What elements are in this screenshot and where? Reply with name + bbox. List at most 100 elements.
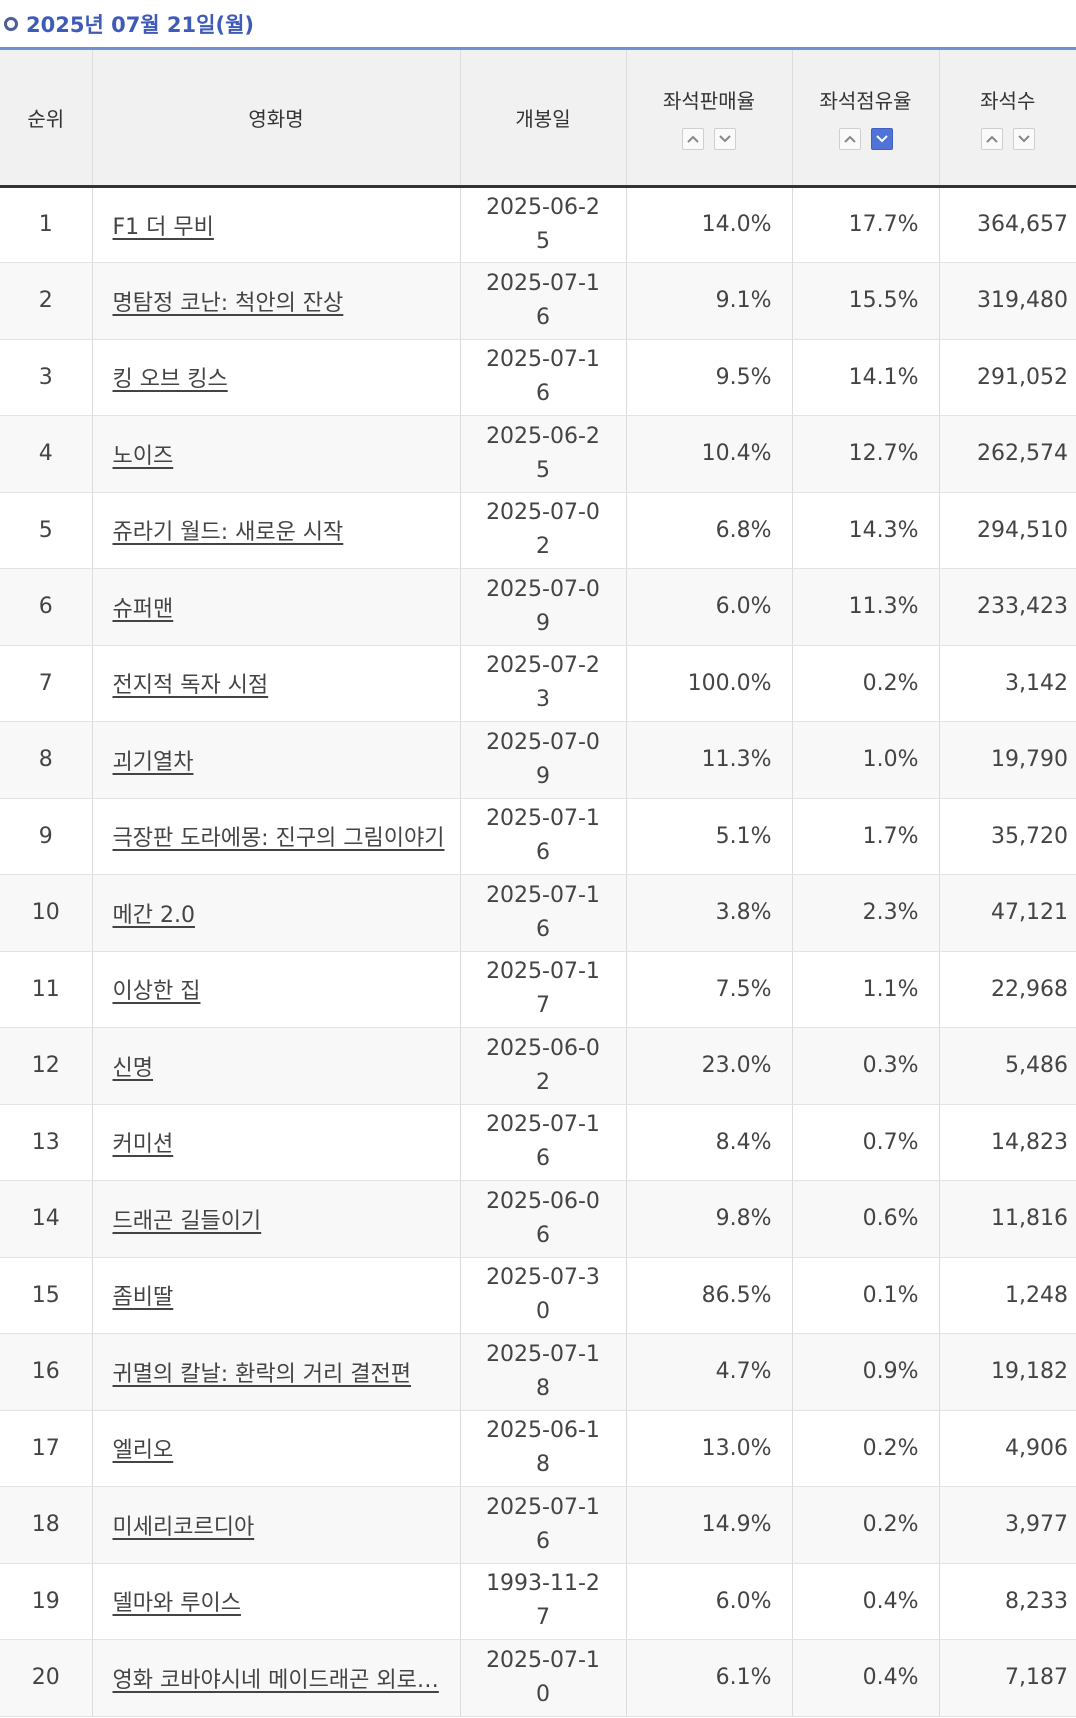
table-row: 15 좀비딸 2025-07-30 86.5% 0.1% 1,248 bbox=[0, 1257, 1076, 1334]
seats-cell: 19,182 bbox=[939, 1333, 1076, 1411]
sales-rate-cell: 6.0% bbox=[626, 568, 793, 646]
share-cell: 1.0% bbox=[792, 721, 940, 799]
movie-title-link[interactable]: 드래곤 길들이기 bbox=[112, 1208, 262, 1234]
rank-cell: 7 bbox=[0, 645, 93, 722]
title-cell: 극장판 도라에몽: 진구의 그림이야기 bbox=[92, 798, 461, 875]
chevron-down-icon bbox=[719, 135, 731, 143]
seats-cell: 262,574 bbox=[939, 415, 1076, 493]
movie-title-link[interactable]: 전지적 독자 시점 bbox=[112, 673, 269, 699]
release-date-cell: 2025-07-16 bbox=[460, 1486, 627, 1564]
release-date-cell: 2025-06-25 bbox=[460, 186, 627, 263]
release-date-cell: 2025-07-23 bbox=[460, 645, 627, 722]
chevron-up-icon bbox=[687, 135, 699, 143]
sales-rate-cell: 13.0% bbox=[626, 1410, 793, 1487]
rank-cell: 5 bbox=[0, 492, 93, 569]
movie-title-link[interactable]: 델마와 루이스 bbox=[112, 1591, 241, 1617]
title-cell: 슈퍼맨 bbox=[92, 568, 461, 646]
chevron-down-icon bbox=[1018, 135, 1030, 143]
title-cell: 메간 2.0 bbox=[92, 874, 461, 952]
sales-rate-cell: 86.5% bbox=[626, 1257, 793, 1334]
share-cell: 1.1% bbox=[792, 951, 940, 1028]
release-date-cell: 2025-07-16 bbox=[460, 1104, 627, 1181]
sales-rate-cell: 5.1% bbox=[626, 798, 793, 875]
title-cell: 커미션 bbox=[92, 1104, 461, 1181]
movie-title-link[interactable]: 영화 코바야시네 메이드래곤 외로… bbox=[112, 1667, 439, 1693]
release-date-cell: 2025-07-16 bbox=[460, 798, 627, 875]
seats-cell: 11,816 bbox=[939, 1180, 1076, 1258]
seats-cell: 4,906 bbox=[939, 1410, 1076, 1487]
sort-asc-share-button[interactable] bbox=[838, 127, 861, 150]
table-row: 16 귀멸의 칼날: 환락의 거리 결전편 2025-07-18 4.7% 0.9% 19… bbox=[0, 1333, 1076, 1411]
share-cell: 0.9% bbox=[792, 1333, 940, 1411]
title-cell: 드래곤 길들이기 bbox=[92, 1180, 461, 1258]
rank-cell: 10 bbox=[0, 874, 93, 952]
movie-title-link[interactable]: 킹 오브 킹스 bbox=[112, 367, 228, 393]
movie-title-link[interactable]: 괴기열차 bbox=[112, 749, 194, 775]
movie-title-link[interactable]: 명탐정 코난: 척안의 잔상 bbox=[112, 290, 344, 316]
table-row: 10 메간 2.0 2025-07-16 3.8% 2.3% 47,121 bbox=[0, 874, 1076, 952]
rank-cell: 14 bbox=[0, 1180, 93, 1258]
sales-rate-cell: 3.8% bbox=[626, 874, 793, 952]
movie-title-link[interactable]: 신명 bbox=[112, 1055, 153, 1081]
table-row: 6 슈퍼맨 2025-07-09 6.0% 11.3% 233,423 bbox=[0, 568, 1076, 646]
share-cell: 14.3% bbox=[792, 492, 940, 569]
movie-title-link[interactable]: 미세리코르디아 bbox=[112, 1514, 255, 1540]
sales-rate-cell: 23.0% bbox=[626, 1027, 793, 1105]
rank-cell: 9 bbox=[0, 798, 93, 875]
movie-title-link[interactable]: 귀멸의 칼날: 환락의 거리 결전편 bbox=[112, 1361, 412, 1387]
table-row: 9 극장판 도라에몽: 진구의 그림이야기 2025-07-16 5.1% 1.7% 35… bbox=[0, 798, 1076, 875]
share-cell: 17.7% bbox=[792, 186, 940, 263]
movie-title-link[interactable]: 엘리오 bbox=[112, 1438, 174, 1464]
movie-title-link[interactable]: 좀비딸 bbox=[112, 1285, 174, 1311]
title-cell: 귀멸의 칼날: 환락의 거리 결전편 bbox=[92, 1333, 461, 1411]
movie-title-link[interactable]: 커미션 bbox=[112, 1132, 174, 1158]
rank-cell: 20 bbox=[0, 1639, 93, 1717]
seats-cell: 319,480 bbox=[939, 262, 1076, 340]
seats-cell: 3,142 bbox=[939, 645, 1076, 722]
movie-title-link[interactable]: 슈퍼맨 bbox=[112, 596, 174, 622]
rank-cell: 16 bbox=[0, 1333, 93, 1411]
table-row: 7 전지적 독자 시점 2025-07-23 100.0% 0.2% 3,142 bbox=[0, 645, 1076, 722]
sort-desc-sales-rate-button[interactable] bbox=[714, 127, 736, 150]
title-cell: 이상한 집 bbox=[92, 951, 461, 1028]
title-cell: 노이즈 bbox=[92, 415, 461, 493]
sales-rate-cell: 9.8% bbox=[626, 1180, 793, 1258]
table-row: 3 킹 오브 킹스 2025-07-16 9.5% 14.1% 291,052 bbox=[0, 339, 1076, 416]
title-cell: 전지적 독자 시점 bbox=[92, 645, 461, 722]
share-cell: 1.7% bbox=[792, 798, 940, 875]
title-cell: F1 더 무비 bbox=[92, 186, 461, 263]
sort-asc-sales-rate-button[interactable] bbox=[682, 127, 704, 150]
sales-rate-cell: 6.0% bbox=[626, 1563, 793, 1640]
boxoffice-table: 순위 영화명 개봉일 좌석판매율 좌석점유율 좌석수 bbox=[0, 50, 1076, 1717]
movie-title-link[interactable]: 극장판 도라에몽: 진구의 그림이야기 bbox=[112, 826, 445, 852]
movie-title-link[interactable]: 노이즈 bbox=[112, 443, 174, 469]
table-row: 4 노이즈 2025-06-25 10.4% 12.7% 262,574 bbox=[0, 415, 1076, 493]
movie-title-link[interactable]: 메간 2.0 bbox=[112, 902, 195, 928]
col-header-sales-rate: 좌석판매율 bbox=[626, 50, 793, 188]
sales-rate-cell: 11.3% bbox=[626, 721, 793, 799]
release-date-cell: 2025-07-09 bbox=[460, 568, 627, 646]
share-cell: 0.2% bbox=[792, 1486, 940, 1564]
col-header-share: 좌석점유율 bbox=[792, 50, 940, 188]
share-cell: 0.1% bbox=[792, 1257, 940, 1334]
share-cell: 0.3% bbox=[792, 1027, 940, 1105]
sales-rate-cell: 10.4% bbox=[626, 415, 793, 493]
seats-cell: 7,187 bbox=[939, 1639, 1076, 1717]
release-date-cell: 2025-07-16 bbox=[460, 262, 627, 340]
release-date-cell: 2025-07-16 bbox=[460, 339, 627, 416]
sort-asc-seats-button[interactable] bbox=[980, 127, 1003, 150]
movie-title-link[interactable]: 쥬라기 월드: 새로운 시작 bbox=[112, 520, 344, 546]
seats-cell: 22,968 bbox=[939, 951, 1076, 1028]
chevron-up-icon bbox=[986, 135, 998, 143]
sales-rate-cell: 9.5% bbox=[626, 339, 793, 416]
sales-rate-cell: 6.1% bbox=[626, 1639, 793, 1717]
movie-title-link[interactable]: 이상한 집 bbox=[112, 979, 201, 1005]
rank-cell: 4 bbox=[0, 415, 93, 493]
seats-cell: 47,121 bbox=[939, 874, 1076, 952]
movie-title-link[interactable]: F1 더 무비 bbox=[112, 214, 214, 240]
sort-desc-seats-button[interactable] bbox=[1012, 127, 1035, 150]
title-cell: 좀비딸 bbox=[92, 1257, 461, 1334]
sort-desc-share-button[interactable] bbox=[870, 127, 893, 150]
share-cell: 0.6% bbox=[792, 1180, 940, 1258]
title-cell: 영화 코바야시네 메이드래곤 외로… bbox=[92, 1639, 461, 1717]
